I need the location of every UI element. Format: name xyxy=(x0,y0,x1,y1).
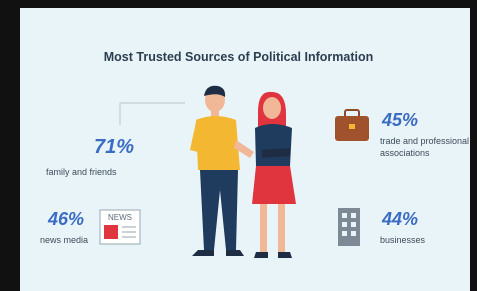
title: Most Trusted Sources of Political Inform… xyxy=(0,50,477,64)
source-label: news media xyxy=(40,234,88,246)
percentage: 45% xyxy=(382,110,418,131)
source-label: trade and professional associations xyxy=(380,135,470,159)
source-label: family and friends xyxy=(46,166,117,178)
connector-line xyxy=(120,103,185,125)
percentage: 44% xyxy=(382,209,418,230)
news-icon-text: NEWS xyxy=(108,213,132,222)
news-icon: NEWS xyxy=(100,210,140,244)
percentage: 46% xyxy=(48,209,84,230)
percentage: 71% xyxy=(94,136,134,159)
woman-figure xyxy=(252,92,296,258)
page: NEWS Most Trusted Sources of Political I… xyxy=(0,0,477,291)
briefcase-icon xyxy=(335,110,369,141)
man-figure xyxy=(190,86,254,256)
source-label: businesses xyxy=(380,234,425,246)
building-icon xyxy=(338,208,360,246)
